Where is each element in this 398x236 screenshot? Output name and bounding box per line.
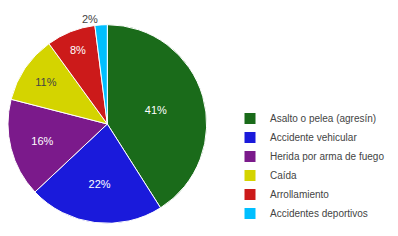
svg-text:Arrollamiento: Arrollamiento [270,189,329,200]
svg-text:Caída: Caída [270,170,297,181]
svg-text:Accidentes deportivos: Accidentes deportivos [270,208,368,219]
svg-text:41%: 41% [145,104,167,116]
svg-text:2%: 2% [82,13,98,25]
svg-text:Accidente vehicular: Accidente vehicular [270,132,357,143]
svg-text:8%: 8% [70,44,86,56]
svg-text:Asalto o pelea (agresín): Asalto o pelea (agresín) [270,113,376,124]
svg-text:Herida por arma de fuego: Herida por arma de fuego [270,151,384,162]
svg-text:11%: 11% [35,76,56,88]
svg-text:22%: 22% [89,178,111,190]
svg-text:16%: 16% [31,135,53,147]
